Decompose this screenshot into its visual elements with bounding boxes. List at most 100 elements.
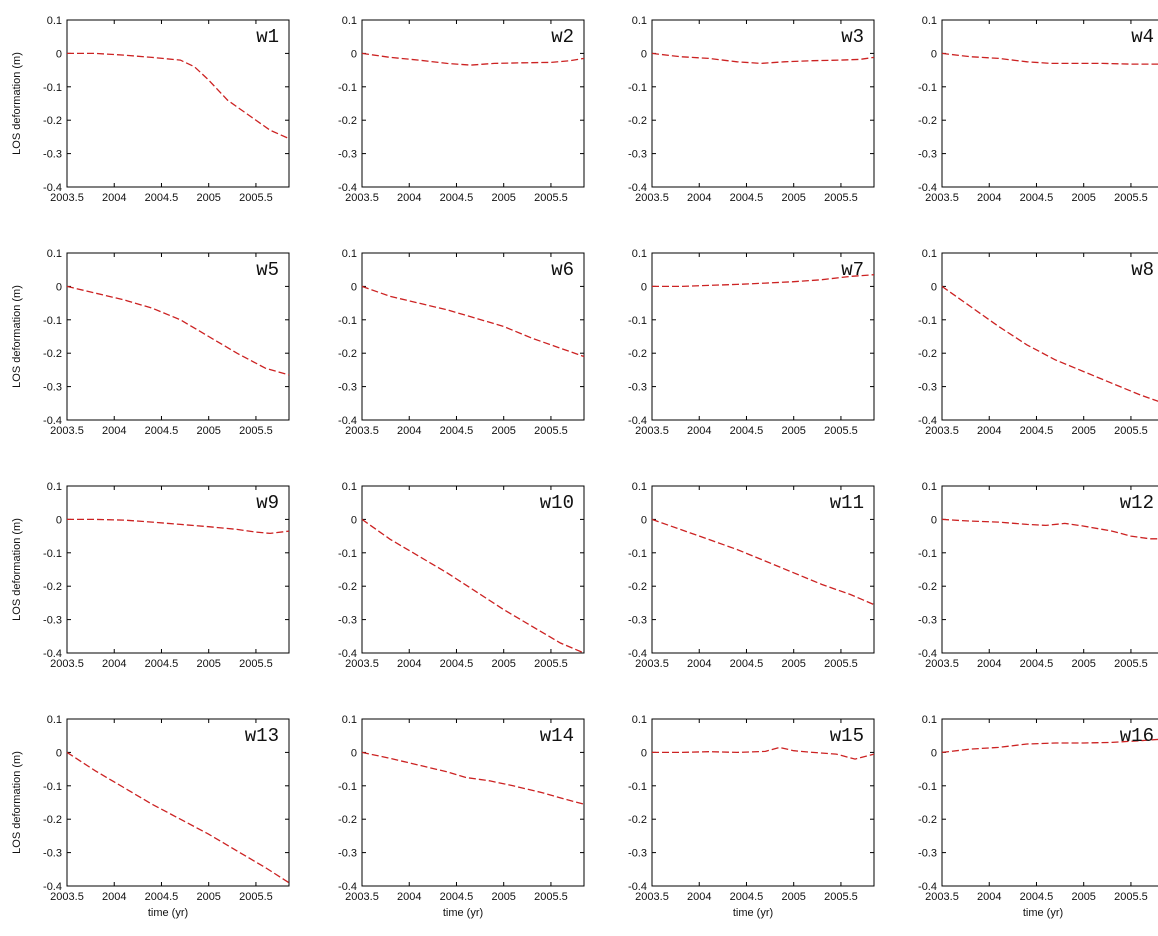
x-tick-label: 2005 [196, 192, 220, 204]
y-tick-label: -0.3 [338, 615, 357, 627]
y-tick-label: -0.4 [338, 182, 357, 194]
y-tick-label: 0.1 [922, 714, 937, 726]
axes-frame [941, 252, 1158, 421]
y-tick-label: -0.2 [43, 581, 62, 593]
y-tick-label: -0.4 [43, 182, 62, 194]
x-axis-label: time (yr) [443, 907, 483, 919]
y-axis-label: LOS deformation (m) [11, 751, 23, 854]
x-tick-label: 2004.5 [440, 192, 474, 204]
series-line-w2 [361, 52, 585, 66]
x-tick-label: 2005.5 [1114, 891, 1148, 903]
panel-label: w16 [1120, 725, 1154, 747]
series-line-w3 [651, 52, 875, 65]
y-tick-label: 0.1 [47, 15, 62, 27]
y-tick-label: 0 [641, 48, 647, 60]
y-tick-label: -0.3 [918, 382, 937, 394]
y-tick-label: -0.3 [338, 149, 357, 161]
x-tick-label: 2003.5 [345, 658, 379, 670]
y-tick-label: -0.1 [338, 82, 357, 94]
x-tick-label: 2003.5 [925, 891, 959, 903]
y-tick-label: -0.4 [338, 648, 357, 660]
x-tick-label: 2004 [102, 425, 126, 437]
x-tick-label: 2004.5 [1020, 425, 1054, 437]
x-tick-label: 2005 [1071, 192, 1095, 204]
y-tick-label: -0.1 [628, 548, 647, 560]
x-tick-label: 2005 [491, 658, 515, 670]
y-tick-label: 0.1 [342, 15, 357, 27]
x-tick-label: 2004.5 [1020, 658, 1054, 670]
panel-label: w1 [256, 26, 279, 48]
axes-frame [66, 718, 290, 887]
y-tick-label: -0.4 [918, 415, 937, 427]
y-tick-label: -0.2 [918, 348, 937, 360]
series-line-w14 [361, 751, 585, 805]
y-tick-label: -0.4 [918, 881, 937, 893]
panel-label: w10 [540, 492, 574, 514]
x-tick-label: 2004.5 [440, 658, 474, 670]
x-tick-label: 2005.5 [239, 891, 273, 903]
y-tick-label: -0.4 [628, 881, 647, 893]
y-tick-label: 0.1 [47, 248, 62, 260]
y-tick-label: -0.2 [628, 348, 647, 360]
panel-label: w8 [1131, 259, 1154, 281]
x-tick-label: 2004 [397, 425, 421, 437]
x-tick-label: 2005.5 [1114, 192, 1148, 204]
x-tick-label: 2005.5 [1114, 658, 1148, 670]
y-tick-label: -0.2 [338, 115, 357, 127]
y-tick-label: 0.1 [342, 248, 357, 260]
x-tick-label: 2003.5 [635, 891, 669, 903]
y-tick-label: -0.3 [43, 382, 62, 394]
y-tick-label: -0.2 [628, 581, 647, 593]
y-tick-label: 0.1 [632, 248, 647, 260]
x-tick-label: 2004 [687, 658, 711, 670]
panel-label: w15 [830, 725, 864, 747]
y-tick-label: -0.2 [43, 348, 62, 360]
y-tick-label: 0 [351, 514, 357, 526]
y-tick-label: 0 [56, 514, 62, 526]
series-line-w8 [941, 285, 1158, 402]
y-tick-label: -0.1 [43, 781, 62, 793]
x-tick-label: 2003.5 [50, 658, 84, 670]
y-tick-label: -0.1 [338, 315, 357, 327]
x-tick-label: 2005.5 [534, 658, 568, 670]
series-line-w4 [941, 52, 1158, 65]
axes-frame [651, 485, 875, 654]
y-tick-label: -0.3 [918, 848, 937, 860]
y-axis-label: LOS deformation (m) [11, 518, 23, 621]
y-tick-label: -0.3 [338, 382, 357, 394]
y-tick-label: -0.4 [918, 182, 937, 194]
panel-label: w3 [841, 26, 864, 48]
x-tick-label: 2004.5 [145, 891, 179, 903]
x-axis-label: time (yr) [733, 907, 773, 919]
y-tick-label: -0.1 [338, 781, 357, 793]
x-tick-label: 2004.5 [145, 192, 179, 204]
x-tick-label: 2005 [196, 658, 220, 670]
x-tick-label: 2005 [781, 658, 805, 670]
x-tick-label: 2005 [491, 192, 515, 204]
x-tick-label: 2004.5 [1020, 891, 1054, 903]
x-tick-label: 2004 [687, 425, 711, 437]
y-tick-label: -0.1 [918, 781, 937, 793]
x-tick-label: 2003.5 [635, 658, 669, 670]
x-tick-label: 2004 [977, 425, 1001, 437]
axes-frame [66, 252, 290, 421]
x-tick-label: 2004 [977, 192, 1001, 204]
series-line-w16 [941, 738, 1158, 754]
y-tick-label: -0.4 [43, 415, 62, 427]
x-tick-label: 2004.5 [730, 425, 764, 437]
panel-label: w7 [841, 259, 864, 281]
axes-frame [941, 485, 1158, 654]
x-tick-label: 2004.5 [730, 192, 764, 204]
x-tick-label: 2003.5 [925, 658, 959, 670]
y-tick-label: -0.3 [338, 848, 357, 860]
x-tick-label: 2005 [1071, 658, 1095, 670]
y-tick-label: 0 [56, 747, 62, 759]
y-tick-label: -0.2 [43, 814, 62, 826]
x-tick-label: 2005 [781, 425, 805, 437]
